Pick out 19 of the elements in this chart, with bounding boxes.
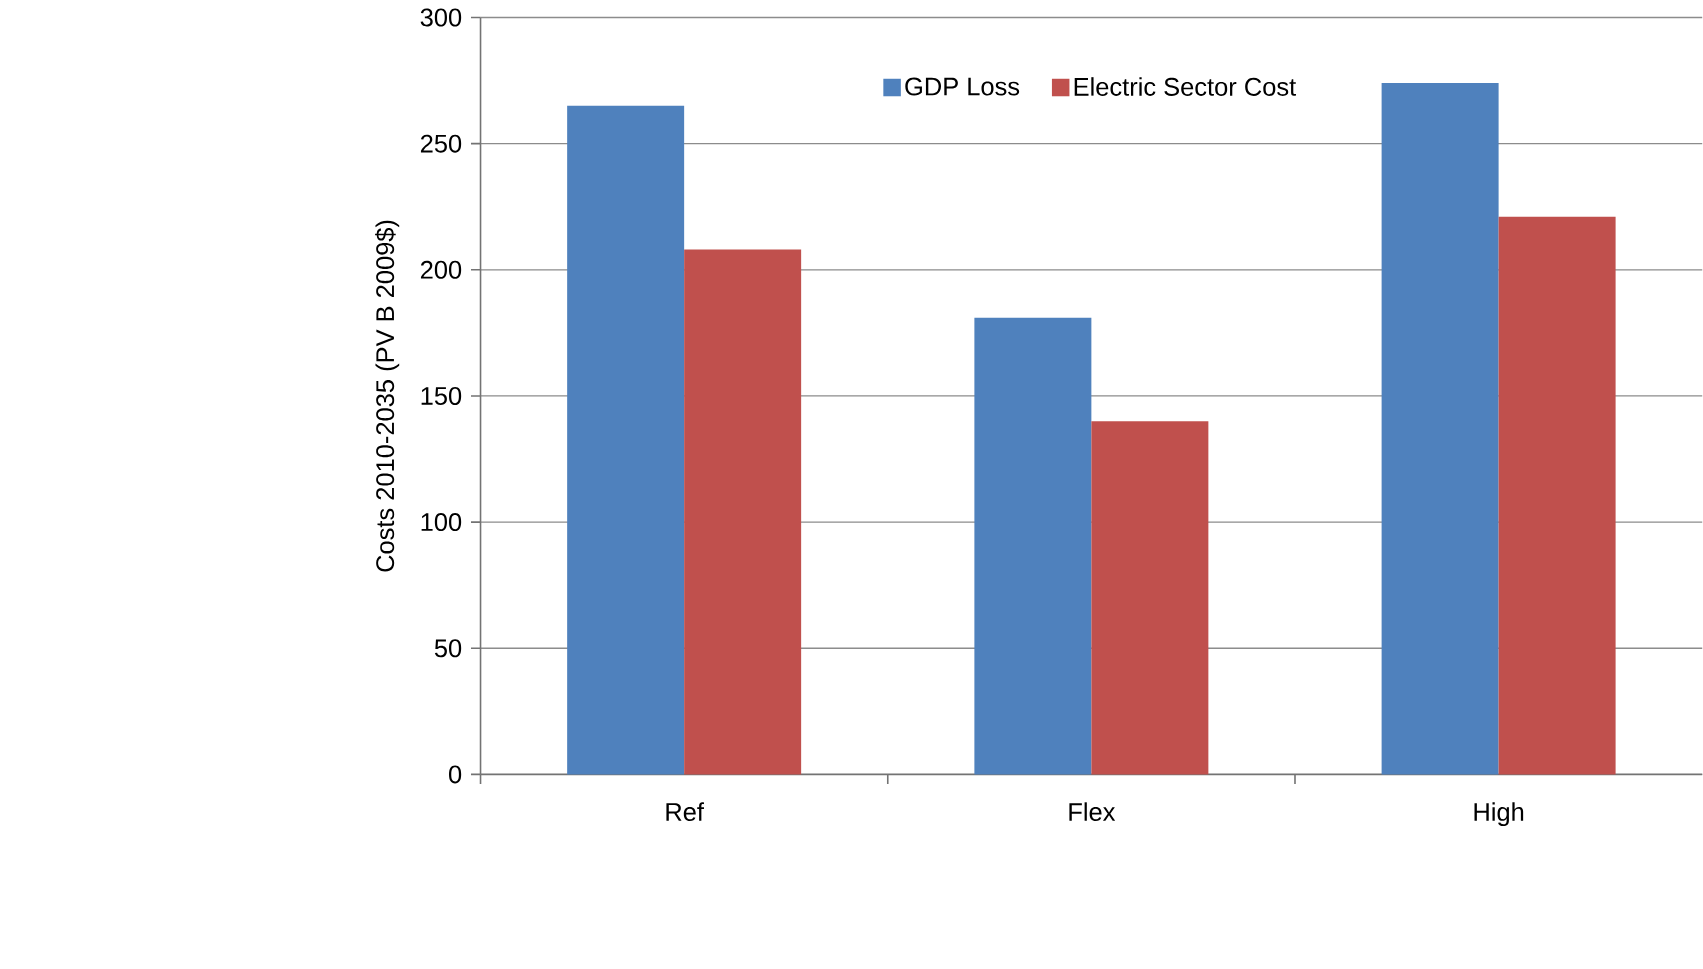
x-tick-label: High: [1474, 802, 1524, 827]
y-tick-label: 0: [449, 765, 462, 784]
bar: [1498, 216, 1616, 775]
y-tick-label: 50: [434, 639, 462, 658]
y-tick-label: 250: [420, 134, 462, 153]
y-tick-label: 300: [420, 8, 462, 27]
bar: [567, 105, 685, 775]
y-tick-label: 200: [420, 260, 462, 279]
x-tick-label: Flex: [1069, 802, 1116, 822]
bar: [1381, 83, 1499, 775]
bar: [684, 249, 802, 775]
x-tick-label: Ref: [666, 802, 704, 822]
y-tick-label: 150: [421, 387, 462, 406]
bar: [974, 317, 1092, 775]
y-axis-title: Costs 2010-2035 (PV B 2009$): [375, 220, 400, 572]
bar: [1091, 421, 1209, 775]
y-tick-label: 100: [421, 513, 462, 532]
legend-label: Electric Sector Cost: [1074, 77, 1297, 97]
legend-label: GDP Loss: [905, 77, 1020, 96]
